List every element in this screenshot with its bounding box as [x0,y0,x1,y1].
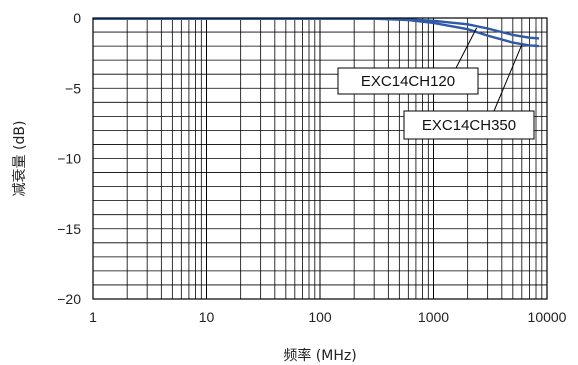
plot-frame [92,17,548,300]
x-tick-label: 1 [89,309,97,325]
y-tick-label: 0 [73,10,81,26]
series-layer [93,17,540,48]
y-axis-label: 减衰量 (dB) [11,121,28,197]
y-tick-label: −5 [65,80,81,96]
y-tick-label: −20 [57,291,81,307]
series-line [93,17,540,48]
tick-labels: 1 10 100 1000 10000 0 −5 −10 −15 −20 [57,10,566,325]
callout-box [403,110,535,140]
callouts: EXC14CH120 EXC14CH350 [337,27,535,140]
callout-box [337,67,479,95]
x-tick-label: 100 [308,309,332,325]
callout-leader [455,27,478,69]
y-tick-label: −15 [57,221,81,237]
series-label: EXC14CH120 [361,73,455,90]
grid [92,17,547,300]
x-tick-label: 10000 [528,309,567,325]
x-tick-label: 1000 [418,309,449,325]
x-tick-label: 10 [199,309,215,325]
y-tick-label: −10 [57,151,81,167]
series-label: EXC14CH350 [422,117,516,134]
series-line [93,17,540,40]
callout-leader [493,44,523,112]
x-axis-label: 频率 (MHz) [283,347,356,364]
